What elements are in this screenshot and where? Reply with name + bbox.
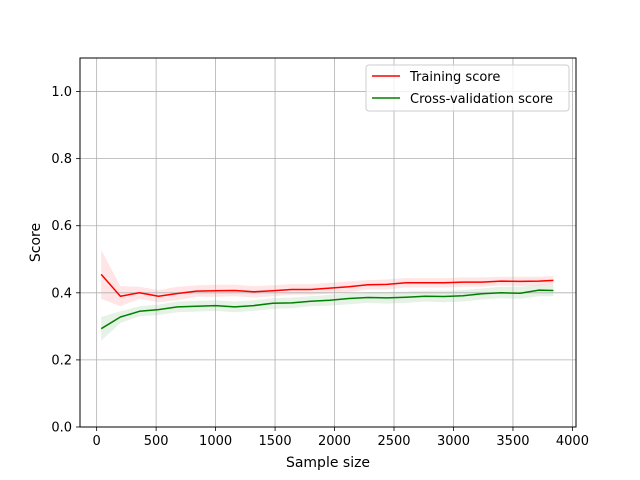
x-tick-label: 3500	[496, 434, 529, 449]
plot-frame	[79, 57, 577, 428]
x-tick-label: 1000	[199, 434, 232, 449]
band-cross-validation-score	[101, 284, 554, 341]
y-tick-label: 0.4	[51, 286, 72, 301]
confidence-bands	[101, 249, 554, 341]
x-tick-label: 2500	[377, 434, 410, 449]
y-tick-label: 0.2	[51, 353, 72, 368]
x-tick-label: 3000	[437, 434, 470, 449]
legend-label-training-score: Training score	[409, 70, 500, 85]
legend-label-cross-validation-score: Cross-validation score	[410, 92, 553, 107]
band-training-score	[101, 249, 554, 307]
x-axis-ticks: 0 500 1000 1500 2000 2500 3000 3500 4000	[93, 427, 589, 449]
grid-lines	[80, 58, 576, 428]
y-tick-label: 1.0	[51, 85, 72, 100]
y-tick-label: 0.6	[51, 219, 72, 234]
y-tick-label: 0.0	[51, 421, 72, 436]
x-tick-label: 0	[93, 434, 101, 449]
line-training-score	[100, 273, 554, 297]
x-tick-label: 2000	[318, 434, 351, 449]
y-axis-label: Score	[28, 223, 44, 262]
x-tick-label: 4000	[556, 434, 589, 449]
legend-box	[365, 64, 570, 112]
y-tick-label: 0.8	[51, 152, 72, 167]
x-axis-label: Sample size	[286, 455, 370, 471]
x-tick-label: 500	[144, 434, 169, 449]
legend: Training score Cross-validation score	[365, 64, 570, 112]
line-cross-validation-score	[100, 289, 554, 330]
x-tick-label: 1500	[259, 434, 292, 449]
series-lines	[100, 273, 554, 330]
y-axis-ticks: 0.0 0.2 0.4 0.6 0.8 1.0	[51, 85, 80, 436]
